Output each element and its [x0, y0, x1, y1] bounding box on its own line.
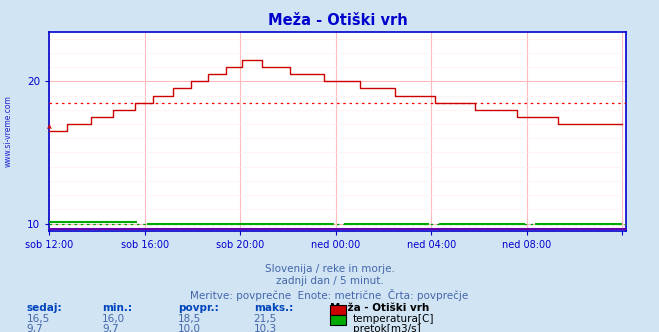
Text: temperatura[C]: temperatura[C]: [353, 314, 434, 324]
Text: www.si-vreme.com: www.si-vreme.com: [3, 95, 13, 167]
Text: povpr.:: povpr.:: [178, 303, 219, 313]
Text: sedaj:: sedaj:: [26, 303, 62, 313]
Text: 18,5: 18,5: [178, 314, 201, 324]
Text: zadnji dan / 5 minut.: zadnji dan / 5 minut.: [275, 276, 384, 286]
Text: 9,7: 9,7: [102, 324, 119, 332]
Text: pretok[m3/s]: pretok[m3/s]: [353, 324, 420, 332]
Text: Meža - Otiški vrh: Meža - Otiški vrh: [330, 303, 429, 313]
Text: 16,5: 16,5: [26, 314, 49, 324]
Text: 16,0: 16,0: [102, 314, 125, 324]
Text: maks.:: maks.:: [254, 303, 293, 313]
Text: min.:: min.:: [102, 303, 132, 313]
Text: 21,5: 21,5: [254, 314, 277, 324]
Text: 10,0: 10,0: [178, 324, 201, 332]
Title: Meža - Otiški vrh: Meža - Otiški vrh: [268, 13, 408, 28]
Text: Slovenija / reke in morje.: Slovenija / reke in morje.: [264, 264, 395, 274]
Text: 10,3: 10,3: [254, 324, 277, 332]
Text: 9,7: 9,7: [26, 324, 43, 332]
Text: Meritve: povprečne  Enote: metrične  Črta: povprečje: Meritve: povprečne Enote: metrične Črta:…: [190, 289, 469, 300]
